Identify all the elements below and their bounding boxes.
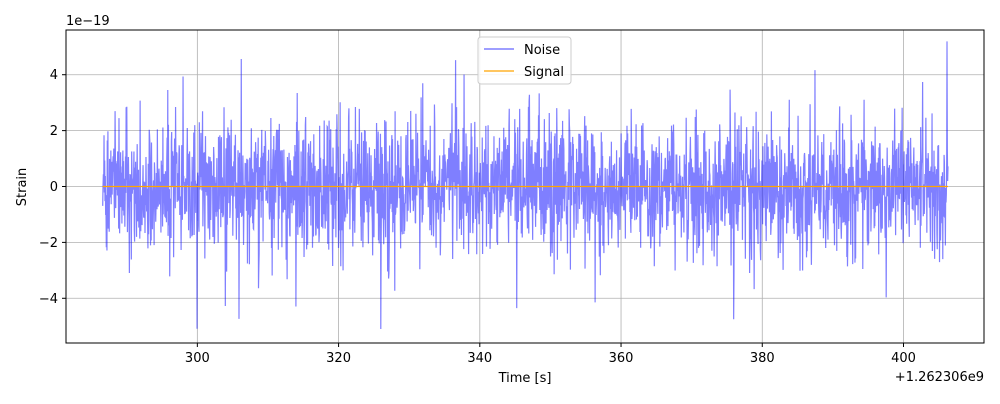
legend: Noise Signal: [477, 36, 572, 85]
y-axis-label: Strain: [15, 168, 30, 207]
x-tick-label: 360: [609, 351, 634, 366]
x-tick-label: 380: [750, 351, 775, 366]
x-axis-label: Time [s]: [498, 371, 552, 386]
legend-noise-label: Noise: [524, 43, 560, 58]
legend-signal-label: Signal: [524, 65, 564, 80]
series-layer: [102, 41, 949, 330]
y-tick-label: −4: [39, 292, 58, 307]
noise-series-line: [102, 41, 949, 330]
y-tick-label: −2: [39, 236, 58, 251]
x-offset-label: +1.262306e9: [895, 370, 984, 385]
x-tick-label: 300: [185, 351, 210, 366]
x-tick-label: 340: [467, 351, 492, 366]
tick-layer: 300 320 340 360 380 400 −4 −2 0 2 4: [39, 68, 916, 366]
y-tick-label: 4: [50, 68, 58, 83]
x-tick-label: 320: [326, 351, 351, 366]
y-tick-label: 2: [50, 124, 58, 139]
x-tick-label: 400: [891, 351, 916, 366]
y-scale-label: 1e−19: [66, 14, 110, 29]
y-tick-label: 0: [50, 180, 58, 195]
